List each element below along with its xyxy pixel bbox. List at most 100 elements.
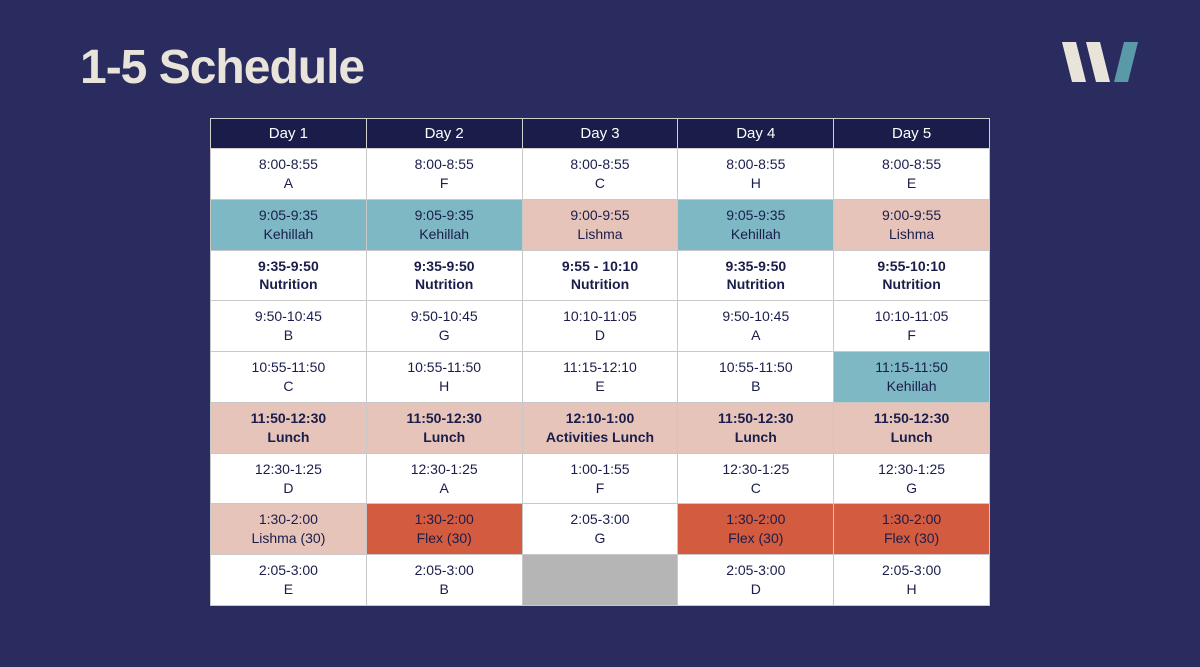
cell-time: 9:55-10:10 [838,257,985,276]
col-header: Day 4 [678,119,834,149]
cell-label: G [838,479,985,498]
schedule-cell: 9:05-9:35Kehillah [678,199,834,250]
schedule-cell: 12:30-1:25G [834,453,990,504]
schedule-cell: 9:35-9:50Nutrition [211,250,367,301]
schedule-cell [522,555,678,606]
schedule-cell: 11:15-12:10E [522,352,678,403]
cell-label: H [838,580,985,599]
cell-time: 9:35-9:50 [371,257,518,276]
cell-time: 2:05-3:00 [215,561,362,580]
table-row: 1:30-2:00Lishma (30)1:30-2:00Flex (30)2:… [211,504,990,555]
cell-time: 9:05-9:35 [682,206,829,225]
cell-label: F [838,326,985,345]
cell-time: 10:55-11:50 [371,358,518,377]
cell-label: F [371,174,518,193]
cell-time: 11:15-12:10 [527,358,674,377]
cell-label: C [527,174,674,193]
schedule-cell: 9:50-10:45B [211,301,367,352]
schedule-cell: 9:50-10:45G [366,301,522,352]
cell-time: 1:30-2:00 [215,510,362,529]
cell-time: 2:05-3:00 [371,561,518,580]
cell-label: Nutrition [527,275,674,294]
cell-time: 11:50-12:30 [215,409,362,428]
cell-label: Lunch [215,428,362,447]
cell-label: Kehillah [215,225,362,244]
schedule-cell: 11:50-12:30Lunch [366,402,522,453]
schedule-cell: 9:05-9:35Kehillah [211,199,367,250]
cell-label: Kehillah [682,225,829,244]
col-header: Day 3 [522,119,678,149]
cell-label: C [682,479,829,498]
cell-label: Nutrition [838,275,985,294]
cell-time: 11:50-12:30 [682,409,829,428]
cell-time: 2:05-3:00 [838,561,985,580]
schedule-cell: 11:50-12:30Lunch [834,402,990,453]
schedule-cell: 8:00-8:55E [834,149,990,200]
schedule-cell: 9:55-10:10Nutrition [834,250,990,301]
table-row: 2:05-3:00E2:05-3:00B 2:05-3:00D2:05-3:00… [211,555,990,606]
schedule-cell: 2:05-3:00H [834,555,990,606]
schedule-cell: 2:05-3:00B [366,555,522,606]
cell-label: A [682,326,829,345]
cell-label: E [527,377,674,396]
schedule-cell: 8:00-8:55F [366,149,522,200]
col-header: Day 2 [366,119,522,149]
cell-label: Flex (30) [682,529,829,548]
schedule-cell: 11:50-12:30Lunch [678,402,834,453]
cell-label: Activities Lunch [527,428,674,447]
cell-label: Flex (30) [838,529,985,548]
cell-label: Lunch [682,428,829,447]
cell-label: A [215,174,362,193]
cell-label: Lunch [838,428,985,447]
cell-time: 11:50-12:30 [371,409,518,428]
schedule-cell: 1:30-2:00Flex (30) [366,504,522,555]
schedule-cell: 1:30-2:00Flex (30) [834,504,990,555]
cell-label: Nutrition [215,275,362,294]
cell-time: 9:05-9:35 [215,206,362,225]
cell-time: 10:55-11:50 [215,358,362,377]
table-header-row: Day 1 Day 2 Day 3 Day 4 Day 5 [211,119,990,149]
schedule-cell: 10:10-11:05F [834,301,990,352]
cell-label: A [371,479,518,498]
cell-label: F [527,479,674,498]
table-row: 10:55-11:50C10:55-11:50H11:15-12:10E10:5… [211,352,990,403]
cell-time: 1:30-2:00 [838,510,985,529]
cell-time: 12:30-1:25 [682,460,829,479]
table-row: 8:00-8:55A8:00-8:55F8:00-8:55C8:00-8:55H… [211,149,990,200]
cell-label: Kehillah [371,225,518,244]
schedule-table: Day 1 Day 2 Day 3 Day 4 Day 5 8:00-8:55 A… [210,118,990,606]
cell-time: 1:30-2:00 [371,510,518,529]
cell-time: 2:05-3:00 [527,510,674,529]
schedule-cell: 9:00-9:55Lishma [834,199,990,250]
cell-time: 8:00-8:55 [838,155,985,174]
cell-label: Nutrition [371,275,518,294]
cell-time: 8:00-8:55 [371,155,518,174]
cell-time: 9:00-9:55 [838,206,985,225]
cell-time: 9:50-10:45 [215,307,362,326]
cell-label: G [371,326,518,345]
cell-time: 8:00-8:55 [682,155,829,174]
cell-time: 12:30-1:25 [371,460,518,479]
col-header: Day 5 [834,119,990,149]
cell-time: 9:50-10:45 [371,307,518,326]
cell-label: G [527,529,674,548]
cell-time: 12:10-1:00 [527,409,674,428]
schedule-cell: 2:05-3:00G [522,504,678,555]
cell-label: C [215,377,362,396]
schedule-cell: 2:05-3:00E [211,555,367,606]
brand-logo [1062,32,1152,92]
col-header: Day 1 [211,119,367,149]
cell-label: D [215,479,362,498]
cell-label: D [527,326,674,345]
schedule-cell: 9:35-9:50Nutrition [678,250,834,301]
schedule-cell: 9:00-9:55Lishma [522,199,678,250]
schedule-cell: 12:30-1:25C [678,453,834,504]
cell-time: 10:10-11:05 [838,307,985,326]
schedule-cell: 12:30-1:25D [211,453,367,504]
cell-time: 9:00-9:55 [527,206,674,225]
cell-time: 1:30-2:00 [682,510,829,529]
cell-time: 9:05-9:35 [371,206,518,225]
schedule-cell: 10:55-11:50H [366,352,522,403]
cell-time: 1:00-1:55 [527,460,674,479]
cell-label: H [682,174,829,193]
